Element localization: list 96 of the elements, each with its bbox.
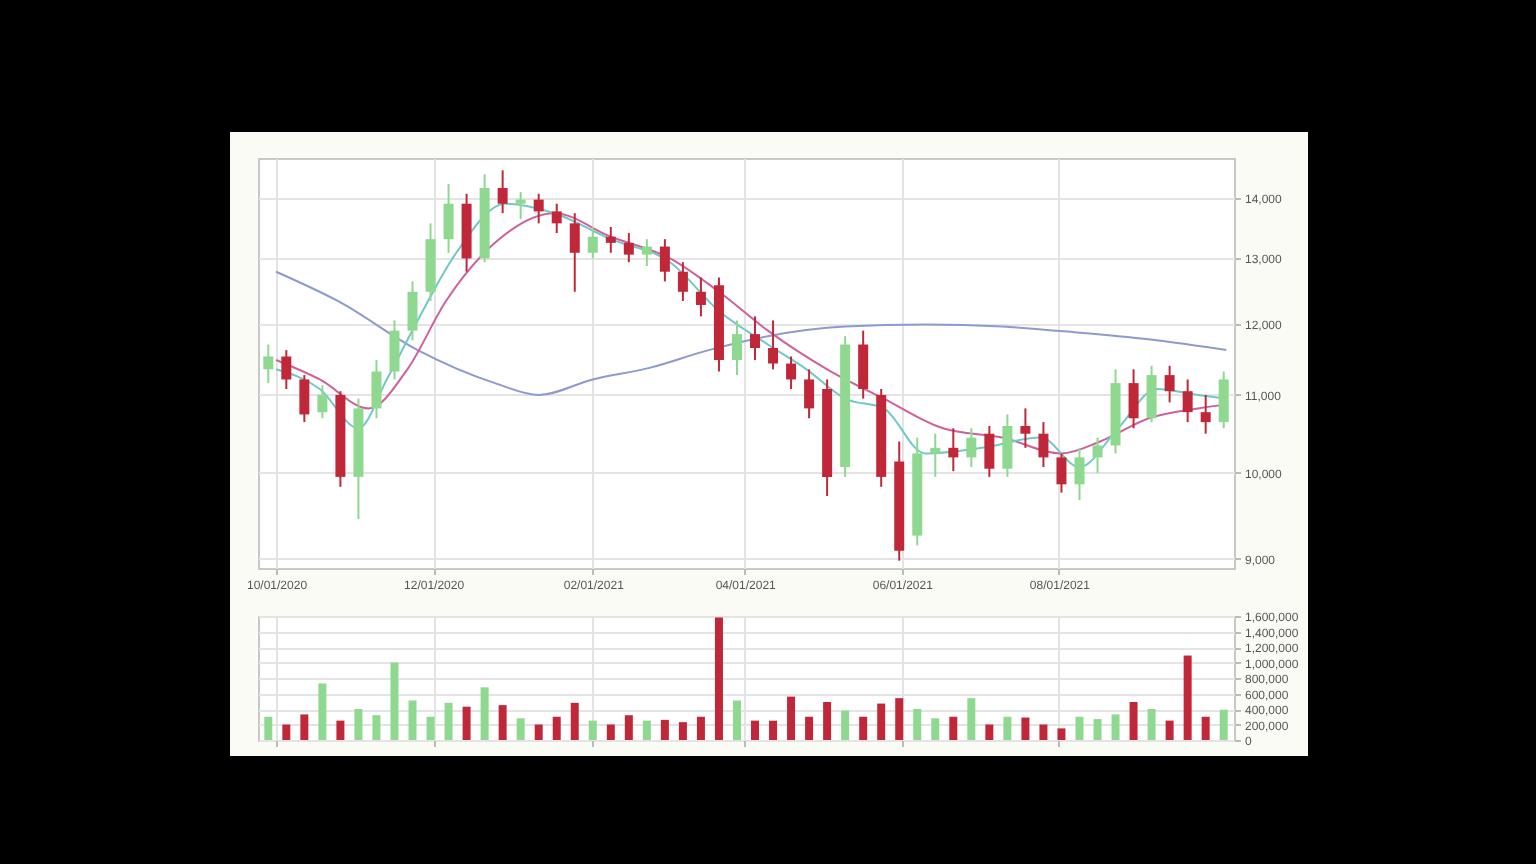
bar bbox=[1057, 728, 1066, 740]
bar bbox=[1111, 714, 1120, 740]
candlestick bbox=[515, 191, 526, 221]
bar bbox=[264, 716, 273, 740]
candlestick bbox=[1218, 370, 1229, 430]
bar bbox=[390, 662, 399, 740]
bar bbox=[859, 716, 868, 740]
bar bbox=[336, 720, 345, 740]
bar bbox=[1093, 719, 1102, 740]
bar bbox=[895, 698, 904, 740]
bar bbox=[913, 709, 922, 740]
bar bbox=[516, 718, 525, 740]
candlestick bbox=[317, 384, 328, 420]
candlestick bbox=[569, 212, 580, 293]
bar bbox=[444, 702, 453, 740]
candlestick bbox=[1056, 452, 1067, 494]
bar bbox=[1183, 655, 1192, 740]
bar bbox=[751, 720, 760, 740]
candlestick bbox=[1074, 446, 1085, 502]
bar bbox=[354, 709, 363, 740]
bar bbox=[949, 716, 958, 740]
candlestick bbox=[966, 427, 977, 469]
candlestick bbox=[1128, 368, 1139, 430]
candlestick bbox=[533, 192, 544, 225]
candlestick bbox=[1020, 407, 1031, 449]
candlestick bbox=[1038, 421, 1049, 469]
candlestick bbox=[786, 355, 797, 390]
bar bbox=[1039, 724, 1048, 740]
bar bbox=[426, 716, 435, 740]
bar bbox=[732, 700, 741, 740]
candlestick bbox=[750, 315, 761, 362]
candlestick bbox=[299, 374, 310, 424]
candlestick bbox=[1092, 436, 1103, 474]
bar bbox=[300, 714, 309, 740]
candlestick bbox=[984, 424, 995, 478]
bar bbox=[606, 724, 615, 740]
line-series bbox=[275, 270, 1228, 396]
bar bbox=[462, 706, 471, 740]
candlestick bbox=[695, 276, 706, 318]
bar bbox=[1021, 717, 1030, 740]
candlestick bbox=[407, 280, 418, 342]
candlestick bbox=[389, 319, 400, 381]
candlestick bbox=[1164, 364, 1175, 404]
candlestick bbox=[1002, 413, 1013, 478]
bar bbox=[769, 720, 778, 740]
bar bbox=[642, 720, 651, 740]
candlestick bbox=[659, 238, 670, 283]
bar bbox=[714, 617, 723, 740]
candlestick bbox=[281, 349, 292, 390]
bar bbox=[1201, 716, 1210, 740]
bar bbox=[787, 696, 796, 740]
candlestick bbox=[731, 319, 742, 377]
bar bbox=[408, 700, 417, 740]
candlestick bbox=[605, 225, 616, 254]
bar bbox=[588, 720, 597, 740]
bar bbox=[480, 687, 489, 740]
bar bbox=[534, 724, 543, 740]
bar bbox=[696, 716, 705, 740]
bar bbox=[1147, 709, 1156, 740]
bar bbox=[678, 722, 687, 740]
bar bbox=[1075, 716, 1084, 740]
bar bbox=[318, 683, 327, 740]
bar bbox=[985, 724, 994, 740]
bar bbox=[372, 715, 381, 740]
bar bbox=[498, 705, 507, 740]
candlestick bbox=[858, 329, 869, 400]
bar bbox=[570, 702, 579, 740]
candlestick bbox=[1200, 393, 1211, 435]
bar bbox=[967, 698, 976, 740]
candlestick bbox=[948, 427, 959, 473]
candlestick bbox=[497, 169, 508, 215]
bar bbox=[282, 724, 291, 740]
bar bbox=[1219, 709, 1228, 740]
bar bbox=[931, 718, 940, 740]
bar bbox=[823, 702, 832, 740]
candlestick bbox=[804, 368, 815, 420]
candlestick bbox=[371, 359, 382, 420]
candlestick bbox=[551, 202, 562, 235]
bar bbox=[805, 716, 814, 740]
candlestick bbox=[623, 232, 634, 264]
candlestick bbox=[443, 182, 454, 254]
bar bbox=[1129, 702, 1138, 740]
bar bbox=[660, 719, 669, 740]
bar bbox=[877, 703, 886, 740]
bar bbox=[1165, 720, 1174, 740]
candlestick bbox=[768, 319, 779, 371]
bar bbox=[1003, 716, 1012, 740]
bar bbox=[624, 715, 633, 740]
candlestick bbox=[677, 261, 688, 302]
candlestick bbox=[1182, 378, 1193, 424]
candlestick bbox=[1146, 364, 1157, 424]
candlestick bbox=[263, 343, 274, 385]
bar bbox=[552, 716, 561, 740]
candlestick bbox=[587, 225, 598, 260]
candlestick bbox=[641, 238, 652, 267]
bar bbox=[841, 710, 850, 740]
